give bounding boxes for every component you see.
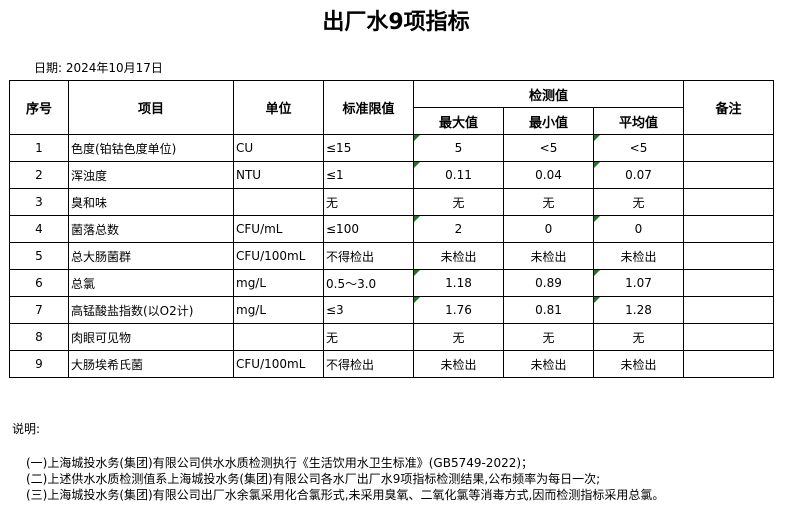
header-measured: 检测值: [413, 80, 684, 108]
cell-min: <5: [503, 134, 594, 162]
header-remark: 备注: [683, 80, 774, 135]
water-quality-table: 序号 项目 单位 标准限值 检测值 备注 最大值 最小值 平均值 1 色度(铂钴色…: [9, 80, 774, 378]
cell-no: 6: [9, 269, 69, 297]
cell-min: 未检出: [503, 350, 594, 378]
cell-min: 无: [503, 323, 594, 351]
cell-min: 未检出: [503, 242, 594, 270]
cell-limit: 不得检出: [323, 350, 414, 378]
cell-no: 5: [9, 242, 69, 270]
cell-remark: [683, 188, 774, 216]
cell-no: 1: [9, 134, 69, 162]
cell-no: 9: [9, 350, 69, 378]
cell-remark: [683, 269, 774, 297]
cell-item: 色度(铂钴色度单位): [68, 134, 234, 162]
table-row: 9 大肠埃希氏菌 CFU/100mL 不得检出 未检出 未检出 未检出: [9, 350, 774, 378]
cell-unit: mg/L: [233, 269, 324, 297]
cell-no: 7: [9, 296, 69, 324]
table-row: 2 浑浊度 NTU ≤1 0.11 0.04 0.07: [9, 161, 774, 189]
cell-limit: ≤3: [323, 296, 414, 324]
cell-remark: [683, 323, 774, 351]
table-row: 5 总大肠菌群 CFU/100mL 不得检出 未检出 未检出 未检出: [9, 242, 774, 270]
cell-avg: 0.07: [593, 161, 684, 189]
cell-unit: [233, 323, 324, 351]
cell-max: 1.76: [413, 296, 504, 324]
cell-limit: 0.5～3.0: [323, 269, 414, 297]
cell-remark: [683, 242, 774, 270]
cell-item: 肉眼可见物: [68, 323, 234, 351]
cell-max: 未检出: [413, 350, 504, 378]
cell-avg: 0: [593, 215, 684, 243]
table-row: 8 肉眼可见物无无无无: [9, 323, 774, 351]
cell-remark: [683, 296, 774, 324]
table-row: 1 色度(铂钴色度单位) CU ≤15 5 <5 <5: [9, 134, 774, 162]
cell-min: 无: [503, 188, 594, 216]
cell-remark: [683, 161, 774, 189]
cell-avg: 无: [593, 323, 684, 351]
cell-max: 未检出: [413, 242, 504, 270]
page-title: 出厂水9项指标: [322, 10, 470, 35]
cell-unit: [233, 188, 324, 216]
table-row: 7 高锰酸盐指数(以O2计) mg/L ≤3 1.76 0.81 1.28: [9, 296, 774, 324]
cell-max: 无: [413, 188, 504, 216]
cell-max: 1.18: [413, 269, 504, 297]
header-item: 项目: [68, 80, 234, 135]
cell-item: 菌落总数: [68, 215, 234, 243]
cell-unit: CU: [233, 134, 324, 162]
cell-avg: 1.07: [593, 269, 684, 297]
cell-no: 4: [9, 215, 69, 243]
cell-limit: ≤1: [323, 161, 414, 189]
cell-item: 浑浊度: [68, 161, 234, 189]
cell-remark: [683, 134, 774, 162]
cell-min: 0: [503, 215, 594, 243]
cell-unit: mg/L: [233, 296, 324, 324]
cell-avg: 无: [593, 188, 684, 216]
cell-min: 0.04: [503, 161, 594, 189]
cell-unit: CFU/mL: [233, 215, 324, 243]
cell-max: 2: [413, 215, 504, 243]
cell-avg: 未检出: [593, 350, 684, 378]
cell-max: 5: [413, 134, 504, 162]
cell-unit: NTU: [233, 161, 324, 189]
cell-avg: 未检出: [593, 242, 684, 270]
cell-limit: 不得检出: [323, 242, 414, 270]
notes: 说明: (一)上海城投水务(集团)有限公司供水水质检测执行《生活饮用水卫生标准》…: [12, 421, 664, 503]
header-limit: 标准限值: [323, 80, 414, 135]
cell-item: 高锰酸盐指数(以O2计): [68, 296, 234, 324]
cell-avg: 1.28: [593, 296, 684, 324]
header-no: 序号: [9, 80, 69, 135]
header-unit: 单位: [233, 80, 324, 135]
cell-item: 大肠埃希氏菌: [68, 350, 234, 378]
table-row: 4 菌落总数 CFU/mL ≤100 2 0 0: [9, 215, 774, 243]
cell-avg: <5: [593, 134, 684, 162]
cell-unit: CFU/100mL: [233, 350, 324, 378]
cell-min: 0.89: [503, 269, 594, 297]
cell-item: 总大肠菌群: [68, 242, 234, 270]
table-row: 6 总氯 mg/L 0.5～3.0 1.18 0.89 1.07: [9, 269, 774, 297]
cell-item: 总氯: [68, 269, 234, 297]
cell-limit: ≤15: [323, 134, 414, 162]
cell-limit: 无: [323, 188, 414, 216]
cell-remark: [683, 350, 774, 378]
cell-remark: [683, 215, 774, 243]
note-item: (三)上海城投水务(集团)有限公司出厂水余氯采用化合氯形式,未采用臭氧、二氧化氯…: [26, 488, 665, 502]
cell-no: 8: [9, 323, 69, 351]
cell-limit: ≤100: [323, 215, 414, 243]
cell-no: 3: [9, 188, 69, 216]
cell-max: 0.11: [413, 161, 504, 189]
cell-no: 2: [9, 161, 69, 189]
notes-label: 说明:: [12, 422, 41, 436]
cell-limit: 无: [323, 323, 414, 351]
cell-item: 臭和味: [68, 188, 234, 216]
cell-unit: CFU/100mL: [233, 242, 324, 270]
report-date: 日期: 2024年10月17日: [34, 61, 163, 75]
cell-max: 无: [413, 323, 504, 351]
header-avg: 平均值: [593, 107, 684, 135]
note-item: (一)上海城投水务(集团)有限公司供水水质检测执行《生活饮用水卫生标准》(GB5…: [26, 456, 534, 470]
cell-min: 0.81: [503, 296, 594, 324]
table-row: 3 臭和味无无无无: [9, 188, 774, 216]
header-min: 最小值: [503, 107, 594, 135]
note-item: (二)上述供水水质检测值系上海城投水务(集团)有限公司各水厂出厂水9项指标检测结…: [26, 472, 601, 486]
header-max: 最大值: [413, 107, 504, 135]
